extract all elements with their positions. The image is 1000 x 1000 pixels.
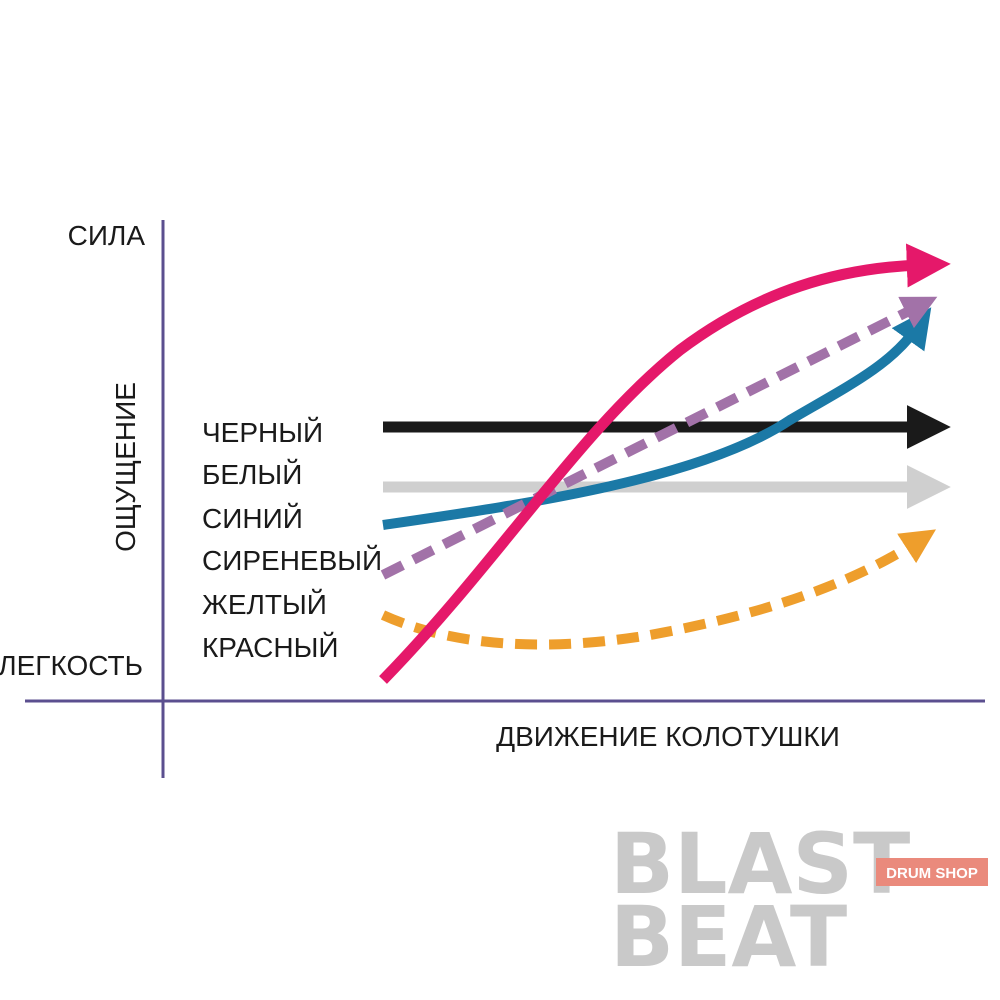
curves xyxy=(379,243,951,684)
legend-item: СИРЕНЕВЫЙ xyxy=(202,545,382,576)
legend-item: КРАСНЫЙ xyxy=(202,632,339,663)
logo-line2: BEAT xyxy=(610,888,847,986)
y-title: ОЩУЩЕНИЕ xyxy=(110,382,141,552)
logo-badge xyxy=(876,858,988,886)
y-bottom-label: ЛЕГКОСТЬ xyxy=(0,650,143,681)
legend: ЧЕРНЫЙ БЕЛЫЙ СИНИЙ СИРЕНЕВЫЙ ЖЕЛТЫЙ КРАС… xyxy=(202,417,382,663)
legend-item: ЖЕЛТЫЙ xyxy=(202,589,327,620)
x-title: ДВИЖЕНИЕ КОЛОТУШКИ xyxy=(496,721,840,752)
legend-item: СИНИЙ xyxy=(202,503,303,534)
yellow-curve xyxy=(380,529,937,650)
blue-curve xyxy=(382,307,932,530)
y-top-label: СИЛА xyxy=(68,220,146,251)
logo-line1: BLAST xyxy=(610,815,910,913)
logo-badge-text: DRUM SHOP xyxy=(886,865,978,882)
logo: BLAST BEAT DRUM SHOP xyxy=(610,815,988,986)
lilac-curve xyxy=(380,296,938,580)
legend-item: ЧЕРНЫЙ xyxy=(202,417,323,448)
legend-item: БЕЛЫЙ xyxy=(202,459,302,490)
red-curve xyxy=(379,243,951,684)
